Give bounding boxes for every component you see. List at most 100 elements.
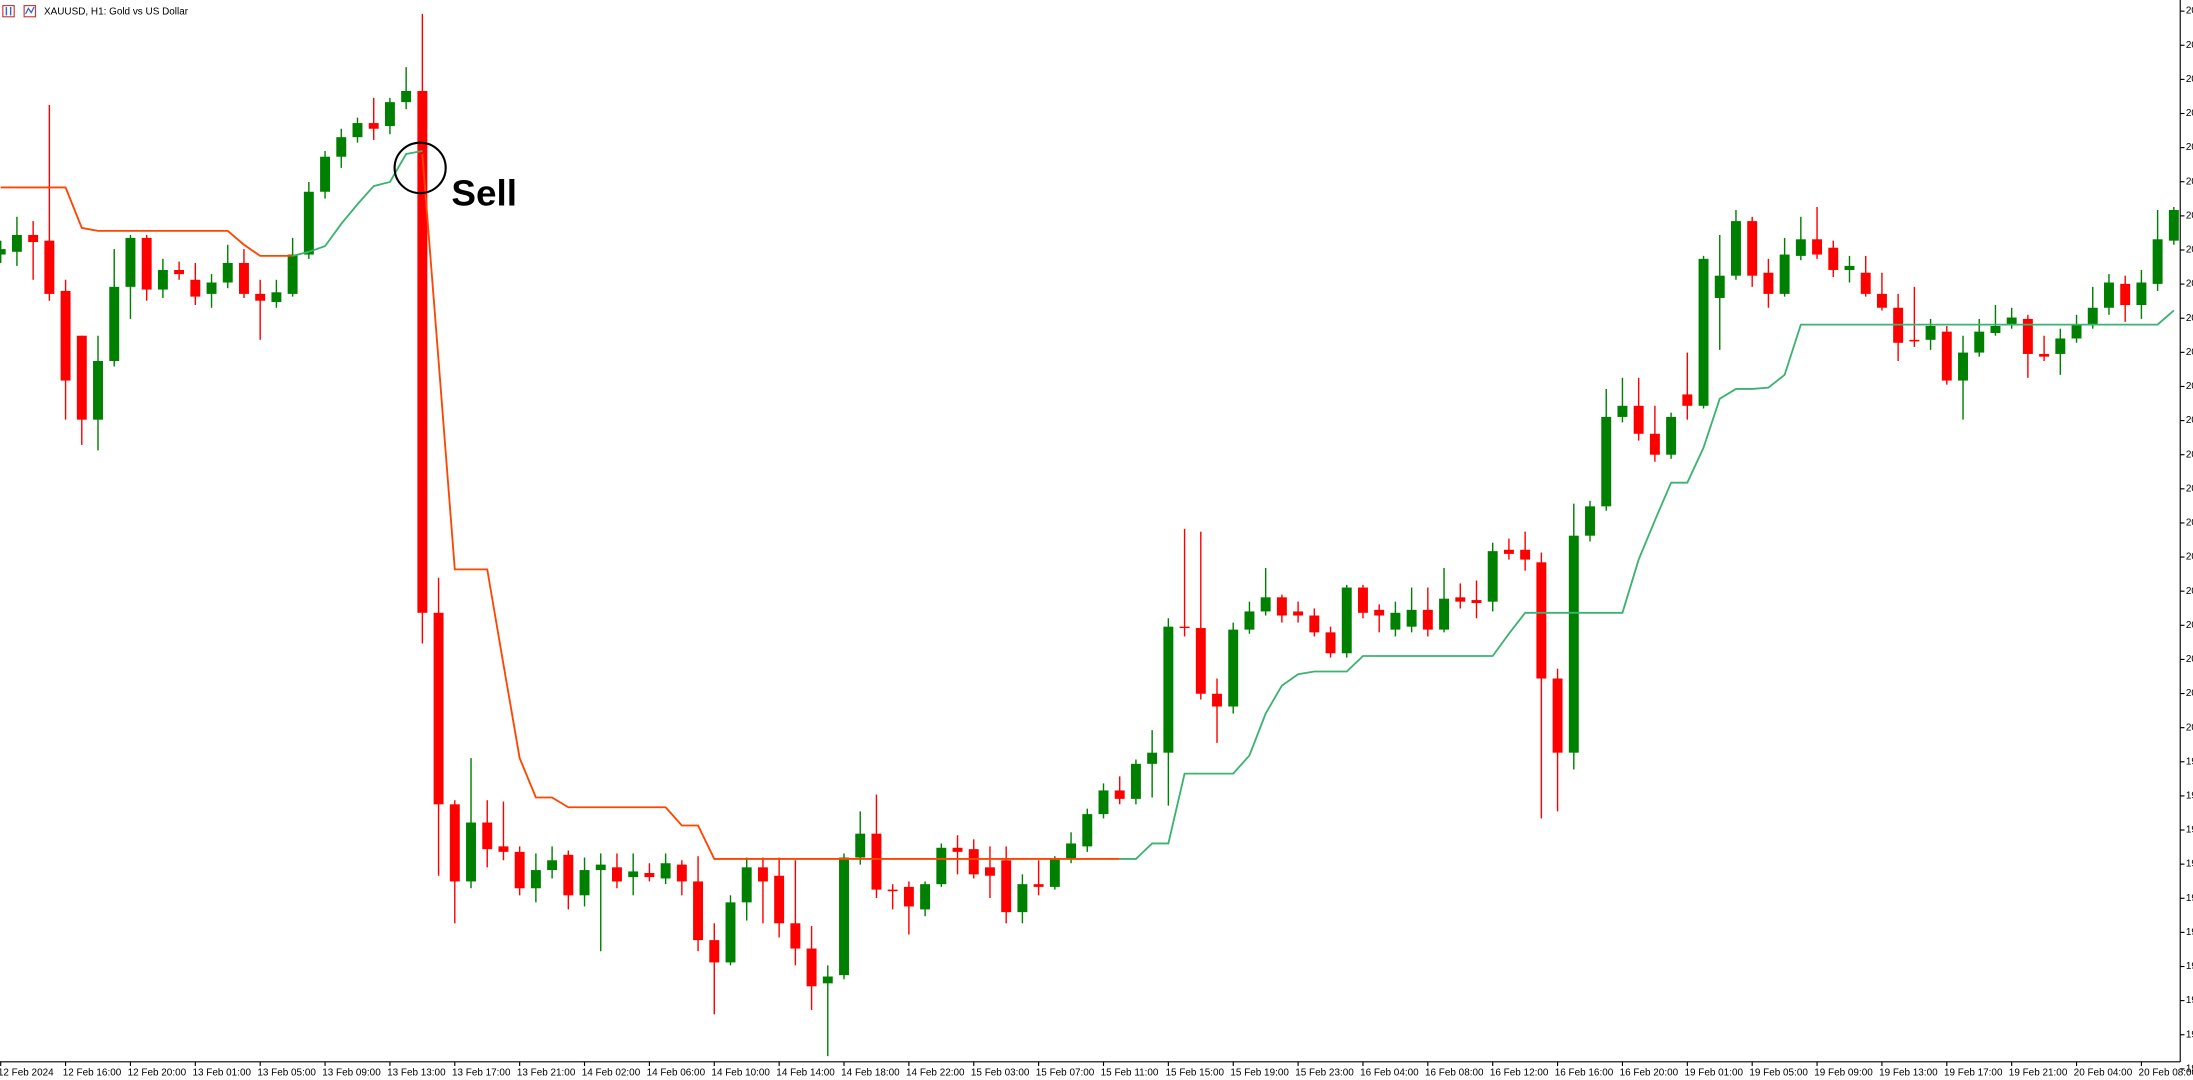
- x-tick-label: 19 Feb 09:00: [1814, 1068, 1873, 1079]
- candle-body: [157, 270, 168, 290]
- candle-body: [1276, 597, 1287, 616]
- candle-body: [1828, 247, 1839, 271]
- x-tick-label: 16 Feb 12:00: [1490, 1068, 1549, 1079]
- candle-body: [1974, 331, 1985, 353]
- y-tick-label: 1989.90: [2186, 961, 2193, 972]
- candle-body: [1244, 611, 1255, 630]
- candle-body: [985, 867, 995, 876]
- candle-body: [903, 886, 914, 907]
- candle-body: [1163, 626, 1174, 753]
- y-tick-label: 2024.40: [2186, 176, 2193, 187]
- candle-body: [1601, 416, 1612, 507]
- x-tick-label: 14 Feb 18:00: [841, 1068, 900, 1079]
- candle-body: [1666, 416, 1677, 455]
- y-tick-label: 2031.90: [2186, 6, 2193, 17]
- candle-body: [2168, 209, 2179, 241]
- x-tick-label: 19 Feb 17:00: [1944, 1068, 2003, 1079]
- candle-body: [1098, 790, 1109, 815]
- candle-body: [1779, 254, 1790, 294]
- indicator-line: [0, 153, 1120, 860]
- candle-body: [1082, 814, 1093, 847]
- candle-body: [1844, 265, 1855, 271]
- x-tick-label: 12 Feb 20:00: [128, 1068, 187, 1079]
- candle-body: [1130, 763, 1141, 799]
- candle-body: [141, 237, 152, 290]
- y-tick-label: 2016.90: [2186, 347, 2193, 358]
- candle-body: [1212, 693, 1222, 707]
- candle-body: [871, 833, 882, 890]
- candle-body: [1439, 598, 1450, 630]
- x-tick-label: 14 Feb 02:00: [582, 1068, 641, 1079]
- candle-body: [968, 849, 979, 875]
- candle-body: [1747, 221, 1758, 276]
- candle-body: [1536, 562, 1547, 679]
- candle-body: [1325, 632, 1336, 654]
- candle-body: [60, 290, 71, 381]
- x-tick-label: 14 Feb 10:00: [711, 1068, 770, 1079]
- candle-body: [28, 234, 39, 243]
- candle-body: [936, 847, 947, 885]
- candle-body: [125, 237, 136, 287]
- candle-body: [0, 249, 6, 255]
- y-tick-label: 1997.40: [2186, 791, 2193, 802]
- candle-body: [2120, 283, 2131, 306]
- x-tick-label: 13 Feb 01:00: [192, 1068, 251, 1079]
- candle-body: [725, 902, 736, 963]
- y-tick-label: 2013.90: [2186, 415, 2193, 426]
- x-tick-label: 12 Feb 16:00: [63, 1068, 122, 1079]
- y-tick-label: 2009.40: [2186, 518, 2193, 529]
- candle-body: [1001, 860, 1012, 913]
- y-tick-label: 2019.90: [2186, 279, 2193, 290]
- candle-body: [1374, 609, 1385, 616]
- candle-body: [1812, 239, 1823, 255]
- candle-body: [563, 854, 574, 896]
- candle-body: [2039, 353, 2050, 357]
- x-tick-label: 13 Feb 17:00: [452, 1068, 511, 1079]
- annotation-circle: [393, 141, 447, 195]
- x-tick-label: 19 Feb 01:00: [1684, 1068, 1743, 1079]
- candle-body: [1195, 628, 1206, 694]
- x-tick-label: 20 Feb 04:00: [2074, 1068, 2133, 1079]
- candle-body: [2152, 239, 2163, 284]
- candle-body: [1585, 506, 1595, 536]
- candle-body: [1049, 858, 1060, 887]
- symbol-icons: [2, 5, 37, 18]
- candle-body: [44, 240, 55, 294]
- candle-body: [482, 822, 493, 850]
- candle-body: [1228, 629, 1239, 707]
- x-tick-label: 15 Feb 07:00: [1036, 1068, 1095, 1079]
- candle-body: [757, 867, 768, 882]
- candle-body: [384, 102, 395, 127]
- y-tick-label: 2030.40: [2186, 40, 2193, 51]
- x-tick-label: 15 Feb 03:00: [971, 1068, 1030, 1079]
- y-tick-label: 1991.40: [2186, 927, 2193, 938]
- candle-body: [2022, 318, 2033, 354]
- x-tick-label: 15 Feb 11:00: [1101, 1068, 1159, 1079]
- x-tick-label: 16 Feb 20:00: [1620, 1068, 1679, 1079]
- candle-body: [1390, 612, 1401, 630]
- candle-body: [1925, 325, 1936, 340]
- candle-body: [222, 262, 233, 283]
- y-tick-label: 2007.90: [2186, 552, 2193, 563]
- candle-body: [498, 846, 509, 852]
- candle-body: [11, 234, 22, 252]
- candle-body: [1066, 843, 1077, 859]
- chart-title: XAUUSD, H1: Gold vs US Dollar: [44, 7, 189, 18]
- y-tick-label: 1998.90: [2186, 756, 2193, 767]
- y-tick-label: 2004.90: [2186, 620, 2193, 631]
- candle-body: [579, 870, 590, 896]
- y-tick-label: 2015.40: [2186, 381, 2193, 392]
- candle-body: [401, 90, 412, 103]
- candle-body: [255, 293, 266, 301]
- candle-body: [774, 875, 785, 924]
- x-tick-label: 15 Feb 23:00: [1295, 1068, 1354, 1079]
- candle-body: [433, 612, 444, 805]
- candle-body: [2071, 324, 2082, 339]
- y-tick-label: 2003.40: [2186, 654, 2193, 665]
- y-tick-label: 2010.90: [2186, 483, 2193, 494]
- candle-body: [1471, 600, 1482, 604]
- candle-body: [336, 137, 347, 157]
- x-tick-label: 15 Feb 19:00: [1230, 1068, 1289, 1079]
- y-tick-label: 1988.40: [2186, 995, 2193, 1006]
